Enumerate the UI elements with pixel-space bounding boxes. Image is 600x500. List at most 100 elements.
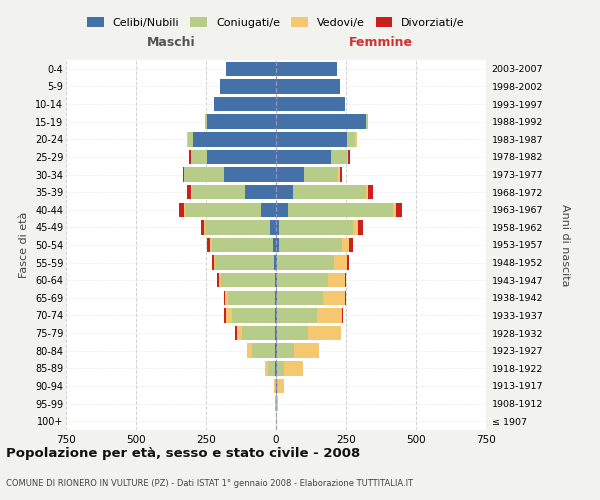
Bar [232, 308, 275, 322]
Bar [275, 308, 276, 322]
Bar [276, 150, 331, 164]
Bar [235, 326, 236, 340]
Text: Popolazione per età, sesso e stato civile - 2008: Popolazione per età, sesso e stato civil… [6, 448, 360, 460]
Bar [207, 238, 210, 252]
Bar [276, 79, 340, 94]
Bar [355, 132, 356, 146]
Bar [349, 238, 353, 252]
Bar [348, 150, 350, 164]
Bar [268, 361, 275, 376]
Bar [206, 114, 276, 129]
Bar [344, 290, 346, 305]
Bar [277, 290, 323, 305]
Bar [220, 79, 276, 94]
Bar [277, 396, 278, 411]
Bar [189, 150, 191, 164]
Bar [185, 202, 260, 217]
Bar [184, 202, 185, 217]
Bar [275, 273, 276, 287]
Bar [338, 168, 340, 181]
Bar [277, 273, 328, 287]
Bar [393, 202, 396, 217]
Bar [214, 256, 215, 270]
Bar [276, 256, 277, 270]
Bar [340, 168, 343, 181]
Bar [274, 256, 276, 270]
Bar [368, 185, 373, 200]
Bar [304, 168, 338, 181]
Bar [365, 114, 368, 129]
Bar [227, 290, 275, 305]
Bar [276, 62, 337, 76]
Bar [205, 114, 206, 129]
Bar [277, 326, 308, 340]
Bar [272, 238, 276, 252]
Bar [260, 202, 276, 217]
Bar [212, 256, 214, 270]
Bar [341, 238, 349, 252]
Bar [204, 220, 205, 234]
Bar [276, 290, 277, 305]
Bar [191, 185, 192, 200]
Bar [331, 150, 347, 164]
Bar [276, 185, 293, 200]
Bar [396, 202, 402, 217]
Bar [210, 238, 212, 252]
Bar [226, 62, 276, 76]
Bar [214, 97, 276, 112]
Bar [251, 344, 275, 358]
Bar [187, 132, 188, 146]
Bar [328, 273, 344, 287]
Bar [276, 132, 347, 146]
Bar [184, 168, 224, 181]
Bar [224, 308, 226, 322]
Bar [276, 202, 288, 217]
Bar [188, 132, 193, 146]
Bar [277, 361, 284, 376]
Bar [215, 256, 274, 270]
Bar [265, 361, 268, 376]
Bar [276, 168, 304, 181]
Bar [183, 168, 184, 181]
Bar [276, 273, 277, 287]
Bar [224, 168, 276, 181]
Bar [191, 150, 208, 164]
Bar [247, 344, 251, 358]
Bar [242, 326, 275, 340]
Bar [347, 132, 355, 146]
Bar [275, 290, 276, 305]
Bar [276, 326, 277, 340]
Bar [277, 308, 317, 322]
Bar [358, 220, 363, 234]
Bar [193, 132, 276, 146]
Bar [275, 344, 276, 358]
Bar [187, 185, 191, 200]
Bar [205, 220, 271, 234]
Bar [192, 185, 245, 200]
Bar [236, 326, 242, 340]
Bar [278, 378, 284, 393]
Bar [277, 378, 278, 393]
Bar [280, 220, 353, 234]
Bar [276, 114, 365, 129]
Bar [347, 150, 348, 164]
Bar [226, 308, 232, 322]
Bar [212, 238, 272, 252]
Bar [276, 97, 346, 112]
Bar [293, 344, 319, 358]
Bar [220, 273, 221, 287]
Bar [353, 220, 358, 234]
Bar [347, 256, 349, 270]
Bar [276, 220, 280, 234]
Bar [342, 308, 343, 322]
Bar [284, 361, 302, 376]
Bar [317, 308, 342, 322]
Bar [271, 220, 276, 234]
Bar [275, 378, 276, 393]
Legend: Celibi/Nubili, Coniugati/e, Vedovi/e, Divorziati/e: Celibi/Nubili, Coniugati/e, Vedovi/e, Di… [87, 18, 465, 28]
Bar [200, 220, 204, 234]
Bar [276, 238, 280, 252]
Bar [221, 273, 275, 287]
Bar [276, 308, 277, 322]
Bar [280, 238, 341, 252]
